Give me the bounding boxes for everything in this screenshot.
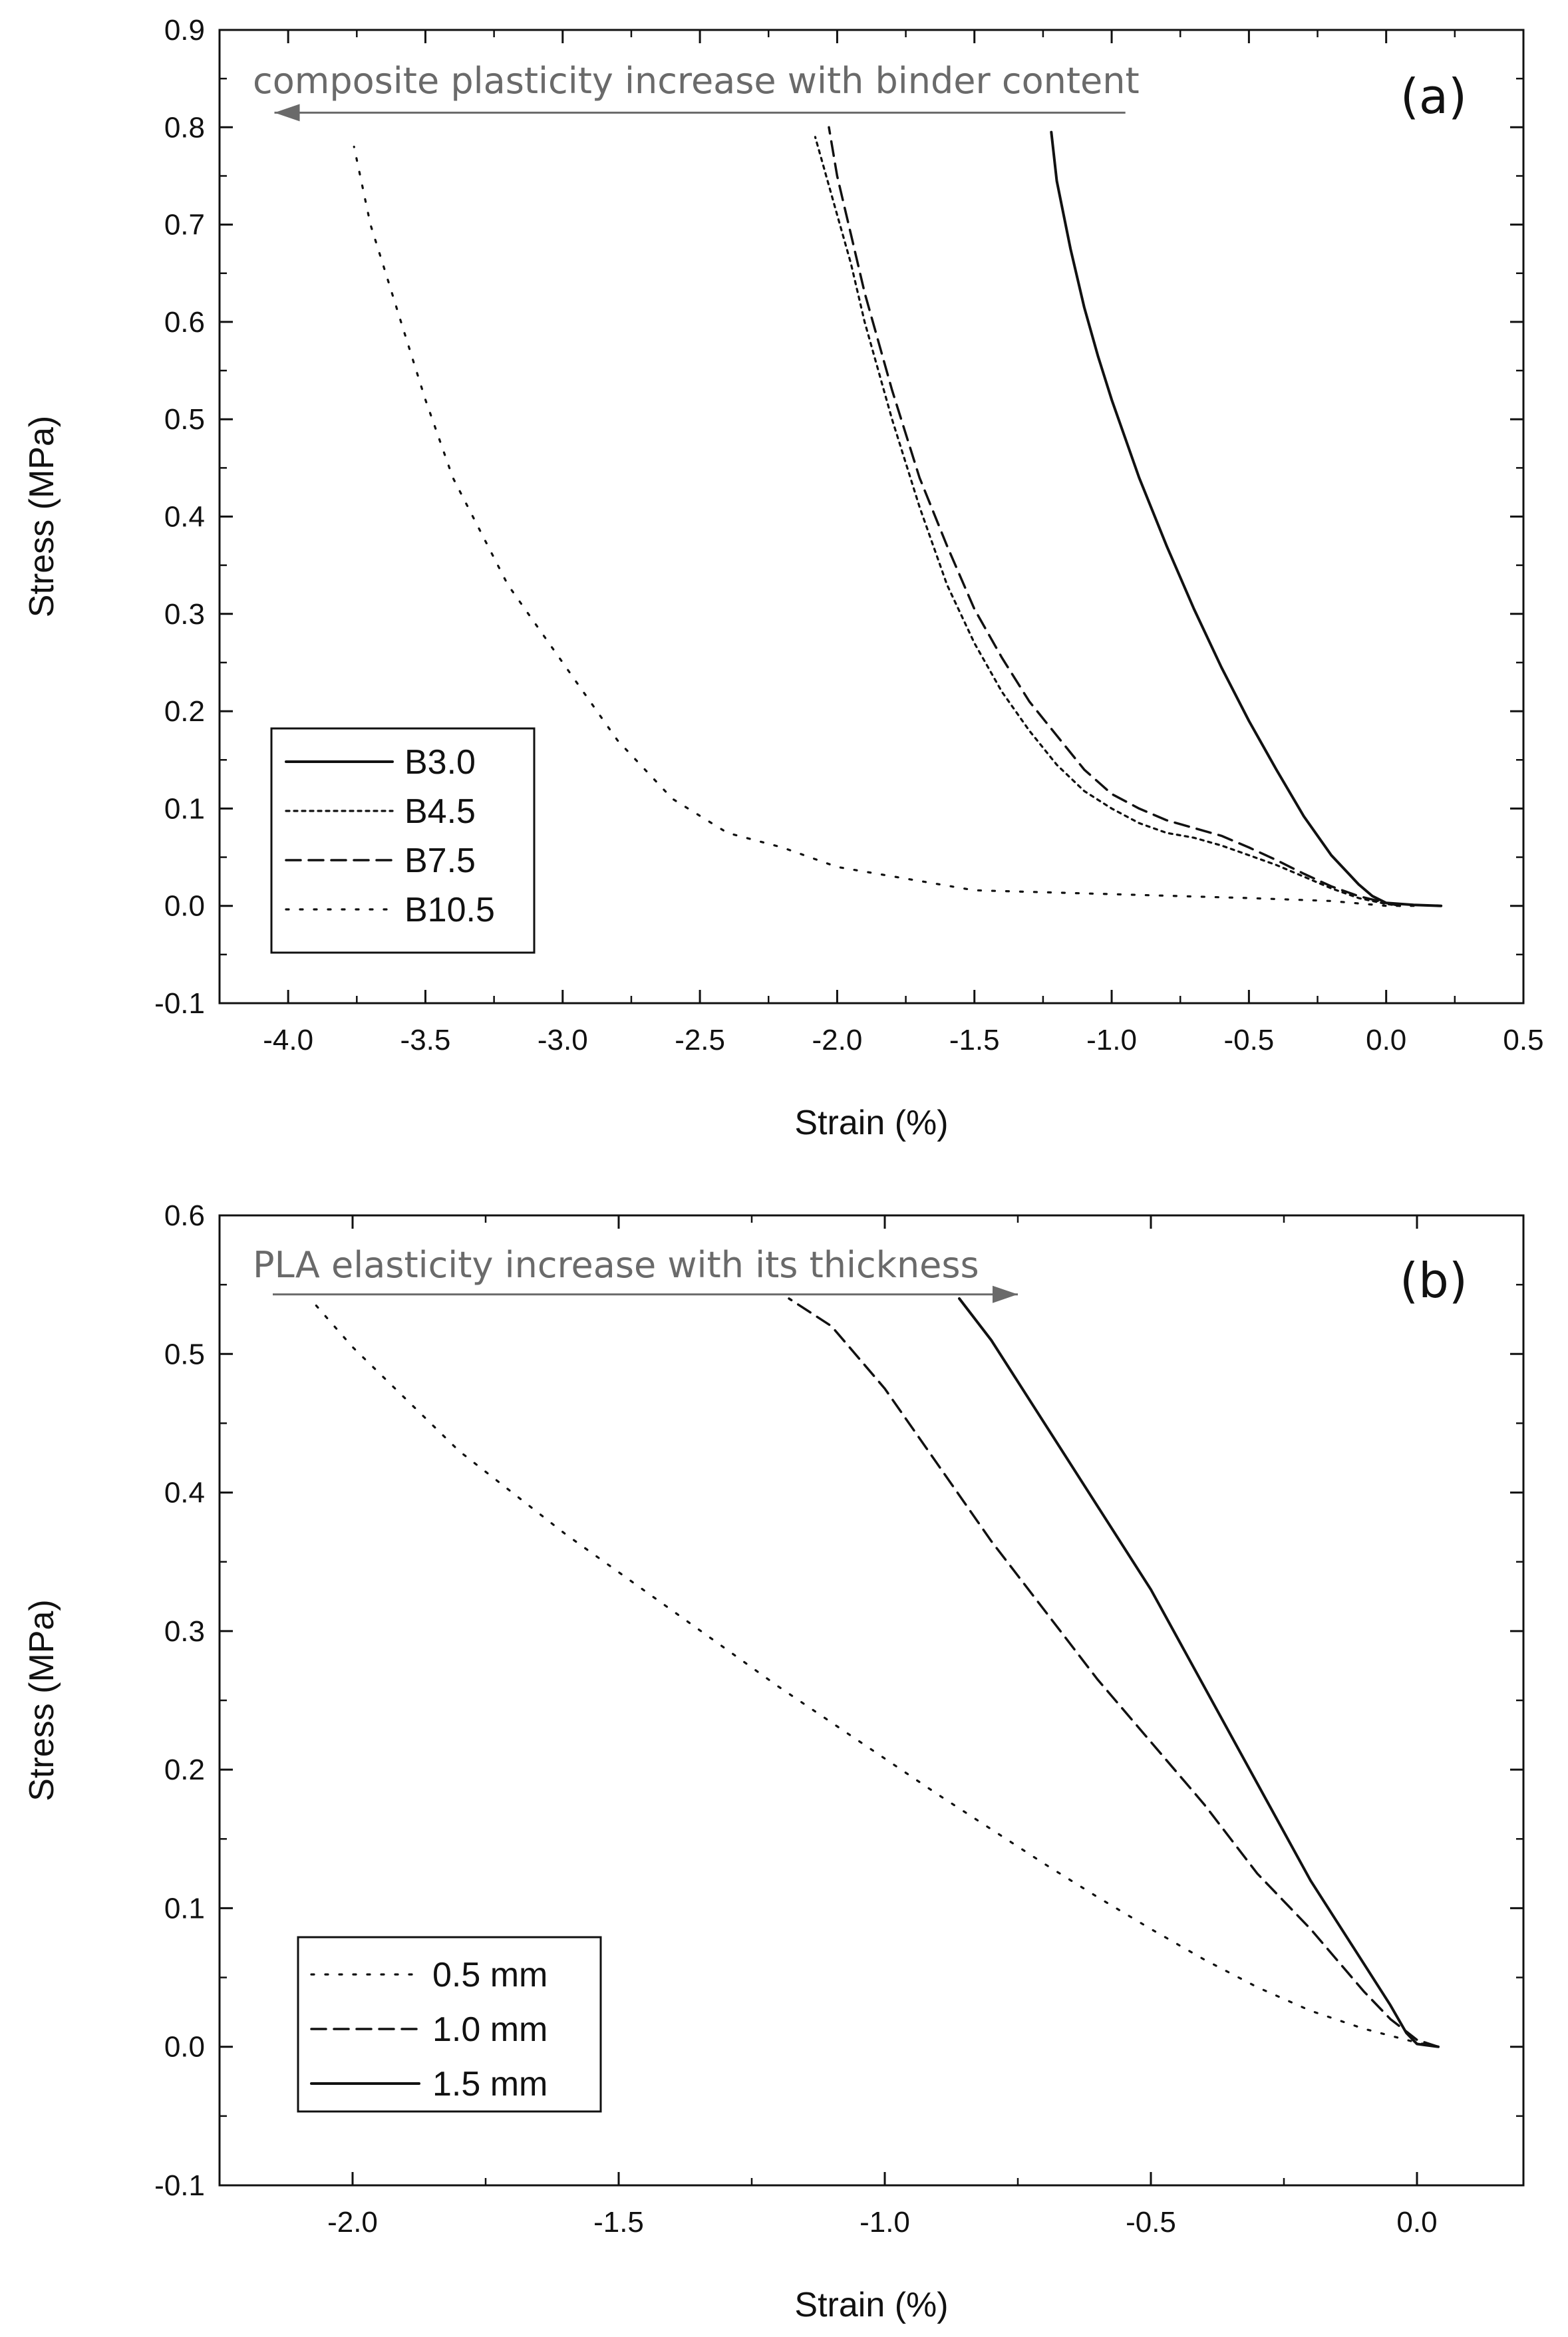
y-tick-label: 0.3 (164, 1615, 205, 1648)
y-tick-label: 0.4 (164, 1477, 205, 1509)
series-line-b10-5 (353, 146, 1415, 907)
y-tick-label: 0.1 (164, 792, 205, 825)
y-tick-label: 0.2 (164, 1754, 205, 1786)
x-tick-label: -1.5 (593, 2206, 644, 2239)
y-axis-title: Stress (MPa) (23, 1599, 61, 1801)
y-tick-label: -0.1 (154, 2169, 205, 2202)
annotation-text: PLA elasticity increase with its thickne… (253, 1244, 979, 1286)
legend-label: 1.5 mm (432, 2065, 548, 2103)
y-tick-label: 0.0 (164, 2031, 205, 2064)
legend: 0.5 mm 1.0 mm 1.5 mm (297, 1936, 602, 2113)
y-tick-label: 0.5 (164, 403, 205, 436)
legend-label: B10.5 (404, 891, 495, 929)
y-tick-label: 0.9 (164, 14, 205, 47)
series-line-1-0-mm (788, 1297, 1440, 2048)
y-tick-label: 0.6 (164, 1199, 205, 1232)
x-tick-label: 0.0 (1366, 1024, 1406, 1056)
panel-b: -2.0 -1.5 -1.0 -0.5 0.0 -0.1 0.0 0.1 0.2 0.3 0.4 0.… (23, 1199, 1525, 2324)
x-tick-label: -0.5 (1223, 1024, 1274, 1056)
x-axis-title: Strain (%) (794, 1104, 948, 1142)
annotation-text: composite plasticity increase with binde… (253, 60, 1140, 102)
annotation-arrow-head (993, 1285, 1018, 1303)
x-tick-label: -2.0 (327, 2206, 378, 2239)
legend-label: B3.0 (404, 743, 476, 782)
x-axis-title: Strain (%) (794, 2286, 948, 2324)
x-tick-label: -3.5 (400, 1024, 451, 1056)
y-axis-title: Stress (MPa) (23, 416, 61, 617)
x-tick-label: -1.0 (1086, 1024, 1137, 1056)
x-tick-label: -3.0 (538, 1024, 588, 1056)
series-line-1-5-mm (958, 1297, 1440, 2048)
panel-a: -4.0 -3.5 -3.0 -2.5 -2.0 -1.5 -1.0 -0.5 0.0 0.5 -0… (23, 14, 1544, 1142)
y-tick-label: -0.1 (154, 987, 205, 1020)
legend-label: B4.5 (404, 792, 476, 831)
legend-box (270, 727, 536, 954)
series-line-b4-5 (814, 136, 1401, 907)
panel-label: (a) (1400, 69, 1467, 124)
legend-label: B7.5 (404, 842, 476, 880)
series-line-b3-0 (1050, 130, 1443, 907)
x-tick-label: -0.5 (1126, 2206, 1176, 2239)
series-line-0-5-mm (309, 1297, 1440, 2048)
y-tick-label: 0.4 (164, 501, 205, 534)
x-tick-label: -1.0 (860, 2206, 910, 2239)
annotation-arrow-head (274, 104, 300, 122)
legend-label: 0.5 mm (432, 1956, 548, 1994)
x-tick-label: -1.5 (949, 1024, 1000, 1056)
y-tick-label: 0.7 (164, 209, 205, 241)
y-tick-label: 0.3 (164, 598, 205, 631)
x-tick-label: -2.5 (675, 1024, 725, 1056)
x-tick-label: 0.0 (1396, 2206, 1437, 2239)
y-tick-label: 0.8 (164, 111, 205, 144)
panel-label: (b) (1400, 1253, 1468, 1309)
y-tick-label: 0.1 (164, 1892, 205, 1925)
series-line-b7-5 (828, 126, 1402, 907)
x-tick-label: -4.0 (263, 1024, 313, 1056)
y-tick-label: 0.0 (164, 890, 205, 923)
y-tick-label: 0.2 (164, 695, 205, 728)
y-tick-label: 0.5 (164, 1338, 205, 1370)
legend: B3.0 B4.5 B7.5 B10.5 (270, 727, 536, 954)
legend-label: 1.0 mm (432, 2010, 548, 2049)
x-tick-label: 0.5 (1503, 1024, 1543, 1056)
y-tick-label: 0.6 (164, 306, 205, 339)
x-tick-label: -2.0 (812, 1024, 863, 1056)
